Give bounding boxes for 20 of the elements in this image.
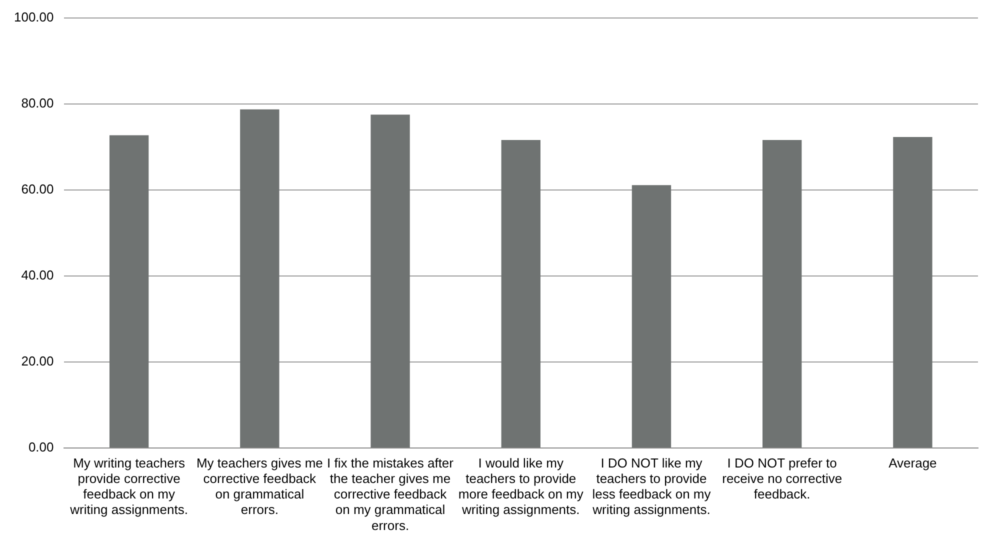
bar	[370, 114, 410, 448]
y-tick-label: 100.00	[14, 9, 54, 24]
y-tick-label: 80.00	[21, 95, 54, 110]
x-tick-label: I DO NOT like my teachers to provide less feedback on my writing assignments.	[592, 455, 712, 518]
bar	[501, 140, 540, 448]
x-tick-label: I would like my teachers to provide more feedback on my writing assignments.	[458, 455, 584, 518]
bar	[240, 109, 280, 448]
x-tick-label: My writing teachers provide corrective feedback on my writing assignments.	[69, 455, 188, 518]
y-tick-label: 40.00	[21, 268, 54, 282]
x-tick-label: My teachers gives me corrective feedback on grammatical errors.	[196, 455, 323, 518]
bar	[762, 140, 802, 448]
x-tick-label: Average	[888, 455, 937, 470]
bar	[893, 136, 932, 448]
x-tick-label: I DO NOT prefer to receive no corrective feedback.	[722, 455, 842, 502]
y-tick-label: 20.00	[21, 354, 54, 369]
bar	[109, 135, 149, 448]
y-tick-label: 60.00	[21, 181, 54, 196]
bar	[632, 185, 672, 448]
x-tick-label: I fix the mistakes after the teacher gives me corrective feedback on my grammatical errors.	[327, 455, 454, 533]
y-tick-label: 0.00	[28, 440, 54, 455]
